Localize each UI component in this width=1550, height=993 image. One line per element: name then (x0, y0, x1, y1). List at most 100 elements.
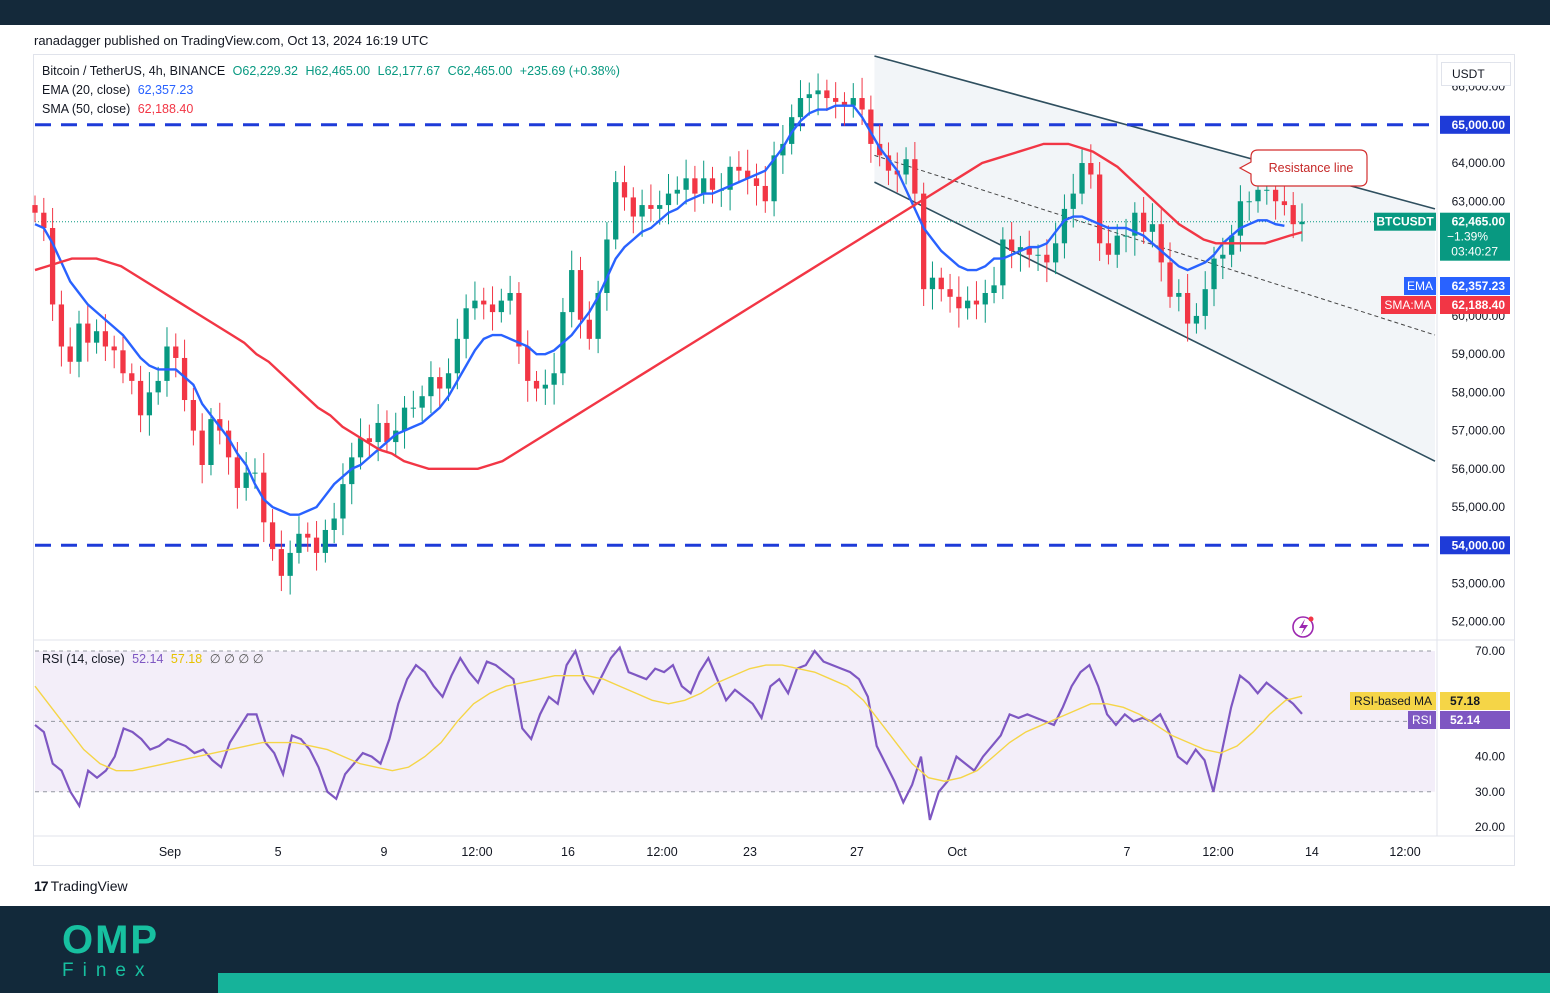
candle (507, 275, 513, 315)
candle-body (129, 373, 135, 381)
candle-body (991, 285, 997, 293)
time-tick-label: 23 (743, 845, 757, 859)
level-price-tag-0: 65,000.00 (1452, 118, 1506, 132)
price-tick-label: 64,000.00 (1452, 156, 1506, 170)
time-tick-label: 14 (1305, 845, 1319, 859)
candle (806, 82, 812, 116)
candle-body (709, 178, 716, 190)
candle-body (32, 205, 38, 213)
legend-sma: SMA (50, close) 62,188.40 (42, 102, 193, 116)
candle-body (164, 346, 170, 381)
currency-selector[interactable]: USDT (1441, 62, 1511, 86)
candle-body (850, 98, 856, 106)
candle-body (498, 300, 504, 313)
legend-rsi-label[interactable]: RSI (14, close) (42, 652, 125, 666)
candle (296, 516, 302, 564)
last-price-tag-bg (1440, 212, 1510, 261)
candle-body (1070, 193, 1076, 209)
candle-body (824, 90, 830, 99)
candle-body (938, 277, 944, 290)
candle-body (1044, 254, 1050, 263)
candle (762, 166, 768, 213)
candle-body (137, 380, 144, 416)
candle (965, 286, 971, 320)
legend-rsi-zeros: ∅ ∅ ∅ ∅ (209, 652, 264, 666)
time-tick-label: 27 (850, 845, 864, 859)
flash-icon[interactable] (1292, 616, 1314, 638)
candle (648, 184, 654, 222)
candle (1123, 218, 1129, 253)
sma-line (34, 142, 1303, 471)
candle-body (454, 338, 460, 374)
rsi-name-bg (1408, 711, 1436, 729)
candle-body (1096, 174, 1103, 244)
candle-body (771, 155, 777, 202)
candle-body (639, 205, 645, 217)
candle-body (586, 319, 592, 339)
candle-body (1114, 235, 1120, 255)
candle-body (1017, 247, 1024, 251)
candle-body (234, 457, 241, 488)
candle (1132, 202, 1138, 256)
candle (868, 95, 874, 163)
candle-body (648, 205, 654, 209)
candle (525, 330, 531, 402)
candle-body (1000, 239, 1006, 286)
candle-body (1035, 254, 1041, 256)
candle (604, 222, 610, 311)
publisher-line: ranadagger published on TradingView.com,… (34, 33, 429, 48)
candle (1017, 235, 1024, 272)
candle-body (305, 533, 311, 538)
candle (1035, 244, 1041, 271)
candle (1237, 185, 1244, 252)
candle (102, 314, 109, 361)
candle-body (806, 94, 812, 99)
ema-value-tag: 62,357.23 (1452, 279, 1506, 293)
candle-body (551, 373, 557, 385)
candle (190, 387, 197, 446)
footer-accent-strip (218, 973, 1550, 993)
candle-body (1220, 254, 1226, 259)
candle (375, 404, 381, 462)
legend-rsi-value: 52.14 (132, 652, 164, 666)
candle (498, 288, 504, 323)
candle-body (181, 357, 188, 401)
candle (208, 408, 214, 476)
candle (595, 280, 601, 354)
candle-body (322, 529, 328, 553)
candle (1246, 191, 1252, 221)
candle-body (49, 228, 56, 305)
candle-body (1237, 201, 1244, 236)
legend-ema-label[interactable]: EMA (20, close) (42, 83, 131, 97)
candle-body (1272, 189, 1279, 202)
candle (947, 273, 953, 313)
rsi-value-bg (1440, 711, 1510, 729)
candle-body (296, 533, 302, 553)
candle-body (577, 270, 584, 320)
legend-sma-label[interactable]: SMA (50, close) (42, 102, 131, 116)
legend-symbol[interactable]: Bitcoin / TetherUS, 4h, BINANCE (42, 64, 226, 78)
candle (1158, 209, 1164, 282)
candle (41, 197, 47, 242)
candle (349, 442, 355, 505)
candle-body (428, 377, 434, 397)
candle (516, 282, 522, 364)
candle (991, 266, 997, 304)
candle-body (1132, 212, 1138, 236)
rsi-name-tag: RSI (1412, 713, 1432, 727)
rsi-tick-label: 70.00 (1475, 644, 1505, 658)
time-tick-label: 5 (275, 845, 282, 859)
candle (921, 182, 927, 307)
omp-brand-bottom: Finex (62, 960, 154, 981)
candle-body (401, 407, 408, 431)
candle (1105, 225, 1112, 265)
price-tick-label: 56,000.00 (1452, 462, 1506, 476)
candle (586, 301, 592, 350)
candle (753, 163, 760, 206)
candle (419, 385, 425, 422)
candle-body (692, 178, 698, 194)
candle-body (67, 346, 73, 362)
symbol-tag: BTCUSDT (1376, 215, 1434, 229)
legend-ema: EMA (20, close) 62,357.23 (42, 83, 193, 97)
